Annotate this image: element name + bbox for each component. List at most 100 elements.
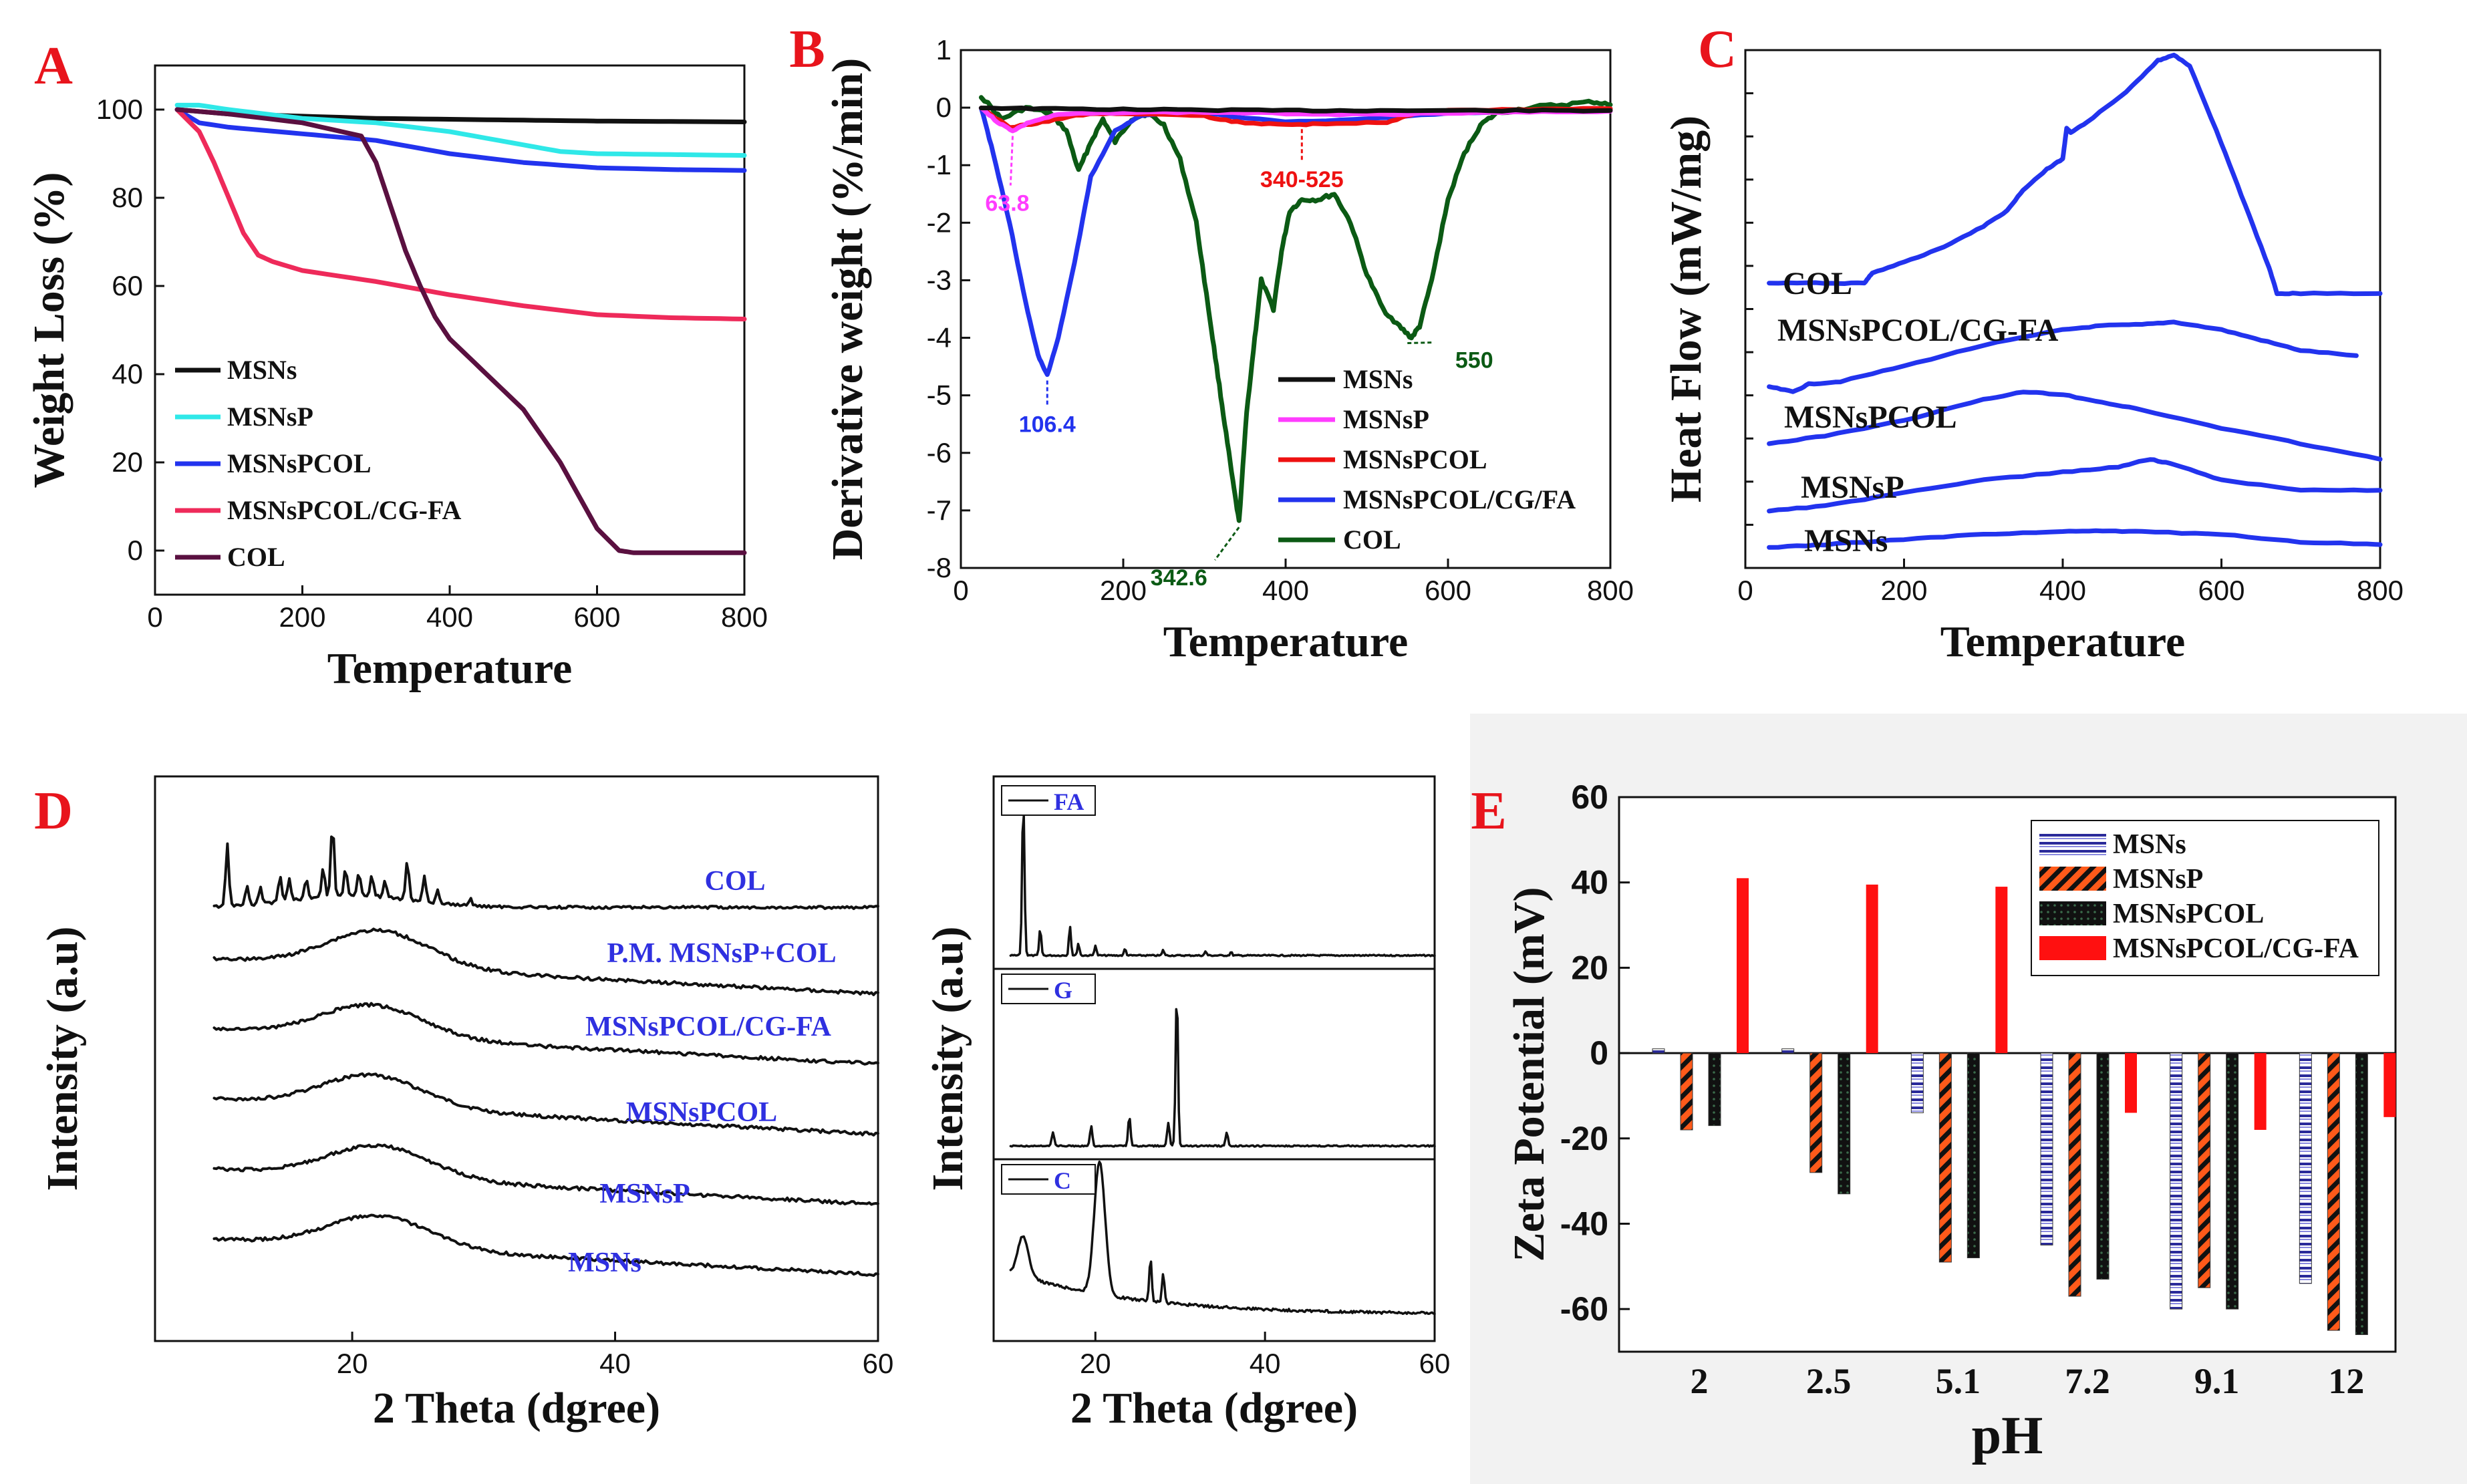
bar-MSNsP xyxy=(2068,1052,2081,1297)
x-tick-label: 0 xyxy=(147,601,162,633)
trace-line-COL xyxy=(212,835,879,910)
bar-MSNsPCOL xyxy=(1708,1052,1721,1127)
bar-MSNsP xyxy=(2327,1052,2340,1331)
series-line-COL xyxy=(978,95,1613,523)
bar-MSNs xyxy=(1910,1052,1924,1113)
x-tick-label: 9.1 xyxy=(2194,1361,2240,1401)
subplot-legend-label: G xyxy=(1054,977,1072,1004)
curve-label: MSNsPCOL/CG-FA xyxy=(1777,313,2059,348)
annotation-label: 63.8 xyxy=(985,191,1029,216)
series-line-COL xyxy=(174,107,747,555)
panel-b-letter: B xyxy=(789,20,825,79)
x-tick-label: 12 xyxy=(2328,1361,2364,1401)
legend-label: COL xyxy=(227,542,285,572)
y-tick-label: -60 xyxy=(1560,1290,1608,1328)
bar-MSNsPCOL/CG-FA xyxy=(2254,1053,2267,1130)
series-line-MSNs xyxy=(978,106,1613,114)
trace-line-MSNsPCOL xyxy=(212,1072,879,1137)
series-line-MSNsP xyxy=(1767,457,2383,514)
bar-MSNsPCOL xyxy=(1838,1052,1851,1195)
subplot-legend-label: C xyxy=(1054,1167,1071,1194)
y-axis-title: Intensity (a.u) xyxy=(923,926,972,1191)
panel-a-letter: A xyxy=(34,37,73,96)
y-tick-label: 0 xyxy=(936,92,952,123)
y-tick-label: -40 xyxy=(1560,1205,1608,1242)
x-tick-label: 400 xyxy=(426,601,473,633)
panel-e: E -60 -40 -20 0 20 40 60 2 2.5 5.1 7.2 9.1 12 pH Zeta P… xyxy=(1470,714,2467,1484)
curve-label: COL xyxy=(1783,266,1852,301)
bar-MSNs xyxy=(2299,1052,2312,1284)
y-tick-label: 80 xyxy=(112,182,143,213)
bar-MSNsPCOL/CG-FA xyxy=(2125,1053,2137,1113)
x-axis-title: pH xyxy=(1972,1406,2043,1465)
trace-line-FA xyxy=(1009,814,1436,957)
legend-label: MSNsP xyxy=(227,402,313,432)
y-tick-label: 20 xyxy=(1571,949,1608,986)
legend-label: COL xyxy=(1343,525,1401,555)
legend-label: MSNsPCOL/CG/FA xyxy=(1343,484,1576,514)
bar-MSNsPCOL xyxy=(2096,1052,2110,1280)
y-tick-label: -8 xyxy=(927,552,952,583)
bar-MSNsP xyxy=(2198,1052,2211,1288)
y-tick-label: 60 xyxy=(112,270,143,301)
trace-line-MSNsP xyxy=(212,1143,879,1206)
x-tick-label: 0 xyxy=(1737,575,1753,606)
legend-label: MSNsPCOL xyxy=(2113,899,2264,929)
x-tick-label: 800 xyxy=(721,601,768,633)
trace-line-G xyxy=(1009,1008,1436,1148)
y-axis-title: Intensity (a.u) xyxy=(38,926,87,1191)
annotation-label: 550 xyxy=(1455,348,1493,374)
legend-swatch xyxy=(2039,832,2106,856)
x-tick-label: 20 xyxy=(337,1348,368,1379)
x-tick-label: 600 xyxy=(573,601,620,633)
series-line-MSNsPCOL xyxy=(1767,390,2383,462)
bar-MSNsPCOL xyxy=(1967,1052,1980,1259)
bar-MSNsPCOL xyxy=(2355,1052,2368,1335)
bar-MSNsP xyxy=(1680,1052,1693,1131)
trace-line-C xyxy=(1009,1160,1436,1316)
trace-label: MSNs xyxy=(568,1247,641,1278)
y-tick-label: 100 xyxy=(96,94,143,125)
trace-label: P.M. MSNsP+COL xyxy=(607,938,836,969)
annotation-label: 342.6 xyxy=(1151,565,1207,591)
bar-MSNsPCOL/CG-FA xyxy=(1866,884,1878,1054)
panel-d-letter: D xyxy=(34,782,73,841)
x-tick-label: 800 xyxy=(1587,575,1634,606)
trace-label: MSNsPCOL/CG-FA xyxy=(585,1012,832,1042)
x-tick-label: 7.2 xyxy=(2065,1361,2110,1401)
legend-swatch xyxy=(2039,867,2106,891)
bar-MSNs xyxy=(1781,1048,1795,1054)
legend-label: MSNsPCOL/CG-FA xyxy=(227,495,461,525)
x-axis-title: Temperature xyxy=(1163,617,1409,666)
y-axis-title: Derivative weight (%/min) xyxy=(823,58,872,561)
bar-MSNsPCOL/CG-FA xyxy=(1995,887,2008,1054)
legend-label: MSNsPCOL xyxy=(227,448,372,478)
annotation-label: 106.4 xyxy=(1019,412,1076,438)
x-tick-label: 600 xyxy=(2198,575,2244,606)
y-tick-label: 1 xyxy=(936,34,952,65)
annotation-label: 340-525 xyxy=(1260,167,1344,192)
series-line-MSNsP xyxy=(978,106,1613,134)
x-tick-label: 40 xyxy=(1250,1348,1281,1379)
curve-label: MSNsPCOL xyxy=(1784,400,1957,435)
trace-line-P.M. MSNsP+COL xyxy=(212,927,879,996)
y-tick-label: -1 xyxy=(927,149,952,180)
x-tick-label: 2 xyxy=(1691,1361,1709,1401)
bar-MSNs xyxy=(2170,1052,2183,1310)
panel-a: A 0 200 400 600 800 0 20 40 60 80 100 Temperature We… xyxy=(25,37,768,693)
bar-MSNsPCOL xyxy=(2226,1052,2239,1310)
x-tick-label: 60 xyxy=(863,1348,894,1379)
legend-label: MSNsP xyxy=(1343,404,1429,434)
y-tick-label: -5 xyxy=(927,380,952,411)
panel-b: B 0 200 400 600 800 -8 -7 -6 -5 -4 -3 -2 -1 0 1 Temperat… xyxy=(789,20,1634,666)
y-tick-label: -4 xyxy=(927,322,952,353)
legend-label: MSNsPCOL/CG-FA xyxy=(2113,933,2359,964)
y-tick-label: 20 xyxy=(112,446,143,478)
y-axis-title: Zeta Potential (mV) xyxy=(1505,887,1554,1262)
subplot-legend-label: FA xyxy=(1054,788,1084,815)
y-tick-label: -3 xyxy=(927,264,952,295)
x-tick-label: 800 xyxy=(2357,575,2404,606)
x-tick-label: 400 xyxy=(1262,575,1309,606)
panel-c-letter: C xyxy=(1698,20,1737,79)
